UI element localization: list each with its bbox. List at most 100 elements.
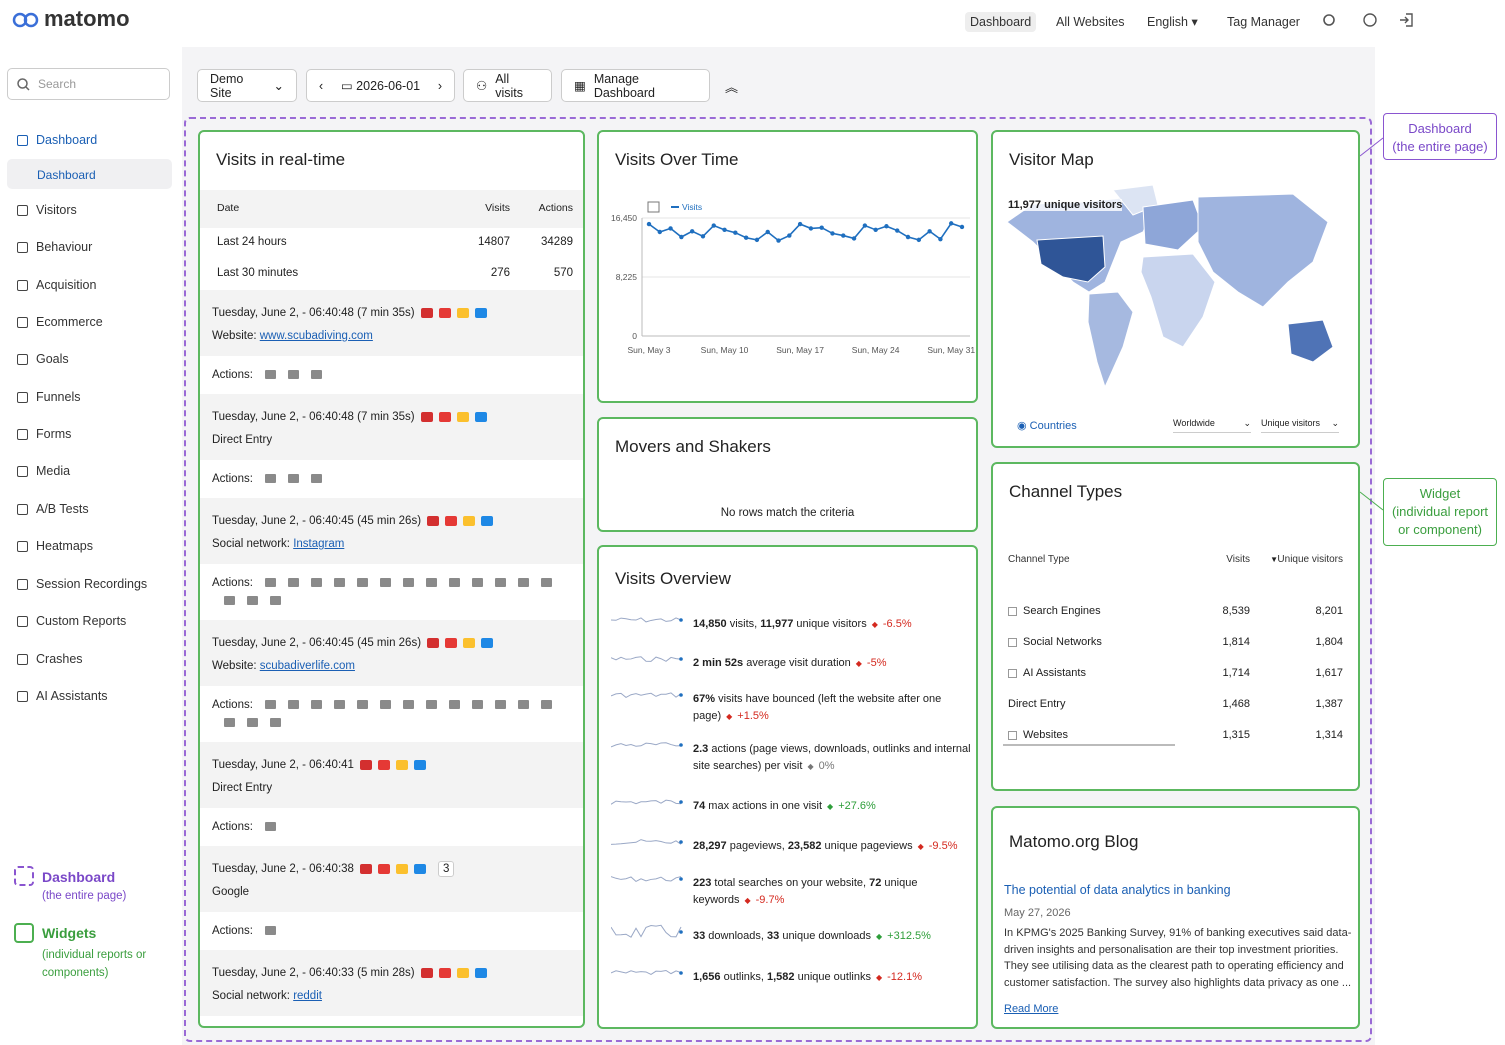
action-icon[interactable] — [264, 370, 276, 380]
menu-item[interactable]: Session Recordings — [17, 577, 147, 591]
expand-icon[interactable] — [1008, 638, 1017, 647]
region[interactable] — [1087, 291, 1134, 389]
point — [884, 224, 889, 229]
action-icon[interactable] — [264, 700, 276, 710]
action-icon[interactable] — [356, 578, 368, 588]
action-icon[interactable] — [517, 578, 529, 588]
action-icon[interactable] — [310, 578, 322, 588]
nav-link[interactable]: English ▾ — [1147, 15, 1198, 29]
action-icon[interactable] — [264, 926, 276, 936]
action-icon[interactable] — [379, 700, 391, 710]
settings-icon[interactable] — [1323, 14, 1335, 26]
collapse[interactable]: ︽ — [725, 80, 739, 95]
source-link[interactable]: scubadiverlife.com — [259, 660, 355, 672]
expand-icon[interactable] — [1008, 669, 1017, 678]
submenu-item[interactable]: Dashboard — [37, 168, 96, 182]
action-icon[interactable] — [310, 474, 322, 484]
post-title[interactable]: The potential of data analytics in banki… — [1004, 883, 1231, 897]
menu-item[interactable]: Crashes — [17, 652, 83, 666]
action-icon[interactable] — [425, 700, 437, 710]
menu-item[interactable]: A/B Tests — [17, 502, 89, 516]
source-link[interactable]: reddit — [293, 990, 322, 1002]
date-selector[interactable]: ‹ ▭ 2026-06-01 › — [306, 69, 455, 102]
menu-item[interactable]: Funnels — [17, 390, 80, 404]
expand-icon[interactable] — [1008, 607, 1017, 616]
action-icon[interactable] — [448, 700, 460, 710]
region-select[interactable]: Worldwide ⌄ — [1173, 418, 1251, 433]
menu-item[interactable]: Media — [17, 464, 70, 478]
expand-icon[interactable] — [1008, 731, 1017, 740]
logout-icon[interactable] — [1400, 13, 1413, 27]
region[interactable] — [1287, 319, 1334, 363]
action-icon[interactable] — [471, 700, 483, 710]
visit-icon — [481, 515, 494, 526]
action-icon[interactable] — [224, 718, 235, 728]
action-icon[interactable] — [540, 700, 552, 710]
read-more[interactable]: Read More — [1004, 1003, 1059, 1015]
metric-select[interactable]: Unique visitors ⌄ — [1261, 418, 1339, 433]
map-tab[interactable]: ◉ Countries — [1017, 420, 1077, 432]
action-icon[interactable] — [270, 596, 281, 606]
menu-item[interactable]: Heatmaps — [17, 539, 93, 553]
nav-link[interactable]: Dashboard — [965, 12, 1037, 32]
point — [668, 226, 673, 231]
action-icon[interactable] — [379, 578, 391, 588]
point — [938, 236, 943, 242]
action-icon[interactable] — [402, 700, 414, 710]
action-icon[interactable] — [448, 578, 460, 588]
source-link[interactable]: www.scubadiving.com — [259, 330, 373, 342]
menu-item[interactable]: Visitors — [17, 203, 77, 217]
action-icon[interactable] — [333, 700, 345, 710]
menu-item[interactable]: Custom Reports — [17, 614, 126, 628]
action-icon[interactable] — [356, 700, 368, 710]
source-link[interactable]: Instagram — [293, 538, 345, 550]
next[interactable]: › — [437, 78, 442, 93]
prev[interactable]: ‹ — [319, 78, 324, 93]
action-icon[interactable] — [310, 700, 322, 710]
region[interactable] — [1036, 235, 1106, 283]
action-icon[interactable] — [264, 474, 276, 484]
menu-item[interactable]: Behaviour — [17, 240, 92, 254]
widget-title: Movers and Shakers — [615, 437, 771, 456]
action-icon[interactable] — [287, 578, 299, 588]
menu-item[interactable]: Ecommerce — [17, 315, 103, 329]
action-icon[interactable] — [333, 578, 345, 588]
visit-summary: Tuesday, June 2, - 06:40:45 (45 min 26s)… — [200, 498, 583, 564]
help-icon[interactable] — [1363, 13, 1377, 27]
menu-item[interactable]: Goals — [17, 352, 69, 366]
region[interactable] — [1140, 253, 1216, 348]
action-icon[interactable] — [471, 578, 483, 588]
action-icon[interactable] — [287, 370, 299, 380]
action-icon[interactable] — [264, 822, 276, 832]
menu-item[interactable]: AI Assistants — [17, 689, 108, 703]
visit-actions: Actions: — [200, 686, 583, 742]
region[interactable] — [1142, 199, 1204, 251]
action-icon[interactable] — [287, 700, 299, 710]
region[interactable] — [1197, 193, 1329, 308]
action-icon[interactable] — [270, 718, 281, 728]
site-selector[interactable]: Demo Site ⌄ — [197, 69, 297, 102]
action-icon[interactable] — [402, 578, 414, 588]
action-icon[interactable] — [517, 700, 529, 710]
td: 1,617 — [1315, 667, 1343, 679]
action-icon[interactable] — [224, 596, 235, 606]
action-icon[interactable] — [310, 370, 322, 380]
chart-type-icon[interactable] — [647, 201, 660, 213]
nav-link[interactable]: Tag Manager — [1227, 15, 1300, 29]
action-icon[interactable] — [247, 596, 258, 606]
action-icon[interactable] — [287, 474, 299, 484]
menu-item[interactable]: Forms — [17, 427, 71, 441]
search-box[interactable]: Search — [7, 68, 170, 100]
action-icon[interactable] — [264, 578, 276, 588]
action-icon[interactable] — [425, 578, 437, 588]
nav-link[interactable]: All Websites — [1056, 15, 1125, 29]
action-icon[interactable] — [494, 700, 506, 710]
action-icon[interactable] — [494, 578, 506, 588]
segment-selector[interactable]: ⚇ All visits — [463, 69, 552, 102]
action-icon[interactable] — [247, 718, 258, 728]
menu-item[interactable]: Dashboard — [17, 133, 97, 147]
action-icon[interactable] — [540, 578, 552, 588]
manage-dashboard[interactable]: ▦ Manage Dashboard — [561, 69, 710, 102]
menu-item[interactable]: Acquisition — [17, 278, 96, 292]
logo[interactable]: matomo — [12, 6, 130, 32]
